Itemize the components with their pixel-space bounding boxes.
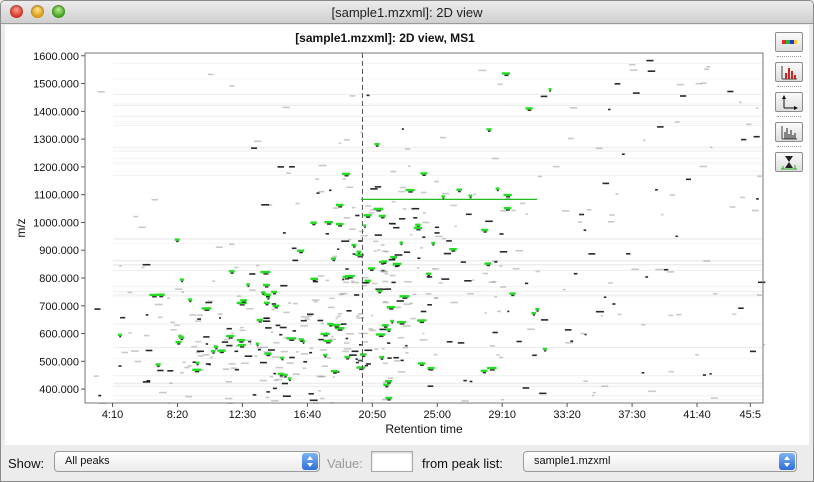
plot-area[interactable]: [sample1.mzxml]: 2D view, MS1 400.000 500… — [5, 25, 809, 445]
color-palette-icon — [782, 40, 797, 44]
x-tick-label: 37:30 — [618, 409, 646, 421]
toolbar-separator — [777, 86, 801, 87]
bottom-controls: Show: All peaks Value: from peak list: s… — [1, 447, 813, 481]
y-tick-label: 1400.000 — [33, 106, 79, 118]
peaks-icon — [781, 66, 797, 80]
minimize-window-button[interactable] — [31, 5, 44, 18]
window-title: [sample1.mzxml]: 2D view — [331, 5, 483, 20]
x-tick-label: 25:00 — [423, 409, 451, 421]
show-spectrum-button[interactable] — [775, 122, 803, 142]
x-tick-label: 29:10 — [488, 409, 516, 421]
x-tick-label: 16:40 — [294, 409, 322, 421]
y-tick-label: 500.000 — [39, 356, 79, 368]
y-tick-label: 900.000 — [39, 245, 79, 257]
y-axis: 400.000 500.000 600.000 700.000 800.000 900.0… — [33, 51, 85, 396]
y-tick-label: 1300.000 — [33, 134, 79, 146]
chromatogram-icon — [781, 156, 797, 170]
y-axis-label: m/z — [14, 218, 28, 237]
heatmap-plot[interactable]: 400.000 500.000 600.000 700.000 800.000 900.0… — [5, 25, 809, 445]
axes-icon — [782, 95, 798, 110]
show-chromatogram-button[interactable] — [775, 152, 803, 172]
y-tick-label: 700.000 — [39, 301, 79, 313]
chart-title: [sample1.mzxml]: 2D view, MS1 — [295, 31, 475, 45]
y-tick-label: 1200.000 — [33, 162, 79, 174]
x-axis-label: Retention time — [385, 422, 463, 436]
axes-setup-button[interactable] — [775, 92, 803, 112]
chevron-updown-icon — [779, 453, 795, 470]
value-input[interactable] — [371, 451, 413, 472]
chevron-updown-icon — [302, 453, 318, 470]
x-tick-label: 33:20 — [553, 409, 581, 421]
show-peaks-value: All peaks — [65, 455, 110, 467]
title-bar: [sample1.mzxml]: 2D view — [1, 1, 813, 24]
show-label: Show: — [8, 456, 45, 471]
peak-list-combobox[interactable]: sample1.mzxml — [523, 451, 797, 472]
x-tick-label: 8:20 — [167, 409, 188, 421]
heatmap-signal-layer — [94, 59, 766, 405]
y-tick-label: 1000.000 — [33, 217, 79, 229]
spectrum-icon — [781, 126, 797, 140]
toolbar-separator — [777, 56, 801, 57]
heatmap-peak-layer — [118, 72, 552, 401]
from-peak-list-label: from peak list: — [422, 456, 503, 471]
x-tick-label: 4:10 — [102, 409, 123, 421]
toggle-palette-button[interactable] — [775, 32, 803, 52]
zoom-window-button[interactable] — [52, 5, 65, 18]
y-tick-label: 1100.000 — [34, 190, 79, 202]
toggle-peak-display-button[interactable] — [775, 62, 803, 82]
value-label: Value: — [327, 456, 363, 471]
x-tick-label: 12:30 — [229, 409, 257, 421]
y-tick-label: 800.000 — [39, 273, 79, 285]
peak-list-value: sample1.mzxml — [534, 455, 611, 467]
show-peaks-combobox[interactable]: All peaks — [54, 451, 320, 472]
x-axis: 4:10 8:20 12:30 16:40 20:50 25:00 29:10 33:20 37… — [102, 403, 761, 421]
close-window-button[interactable] — [10, 5, 23, 18]
y-tick-label: 1500.000 — [33, 79, 79, 91]
toolbar-separator — [777, 146, 801, 147]
x-tick-label: 45:5 — [740, 409, 761, 421]
y-tick-label: 1600.000 — [33, 51, 79, 63]
y-tick-label: 600.000 — [39, 329, 79, 341]
y-tick-label: 400.000 — [39, 384, 79, 396]
x-tick-label: 41:40 — [683, 409, 711, 421]
x-tick-label: 20:50 — [359, 409, 387, 421]
plot-frame — [84, 52, 764, 404]
toolbar-separator — [777, 116, 801, 117]
